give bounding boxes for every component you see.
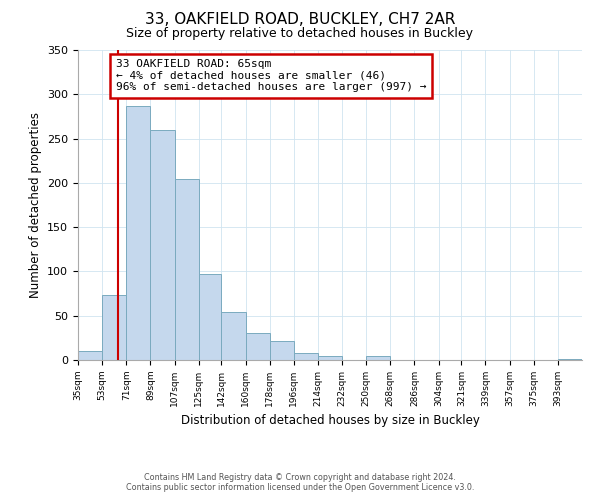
Bar: [558, 359, 582, 360]
X-axis label: Distribution of detached houses by size in Buckley: Distribution of detached houses by size …: [181, 414, 479, 428]
Bar: [78, 351, 102, 360]
Text: Contains HM Land Registry data © Crown copyright and database right 2024.
Contai: Contains HM Land Registry data © Crown c…: [126, 473, 474, 492]
Bar: [126, 106, 151, 360]
Bar: [269, 342, 294, 360]
Bar: [245, 332, 269, 360]
Bar: [221, 312, 245, 360]
Bar: [151, 130, 175, 360]
Bar: [318, 356, 342, 360]
Bar: [102, 296, 126, 360]
Text: 33, OAKFIELD ROAD, BUCKLEY, CH7 2AR: 33, OAKFIELD ROAD, BUCKLEY, CH7 2AR: [145, 12, 455, 28]
Bar: [199, 274, 221, 360]
Text: 33 OAKFIELD ROAD: 65sqm
← 4% of detached houses are smaller (46)
96% of semi-det: 33 OAKFIELD ROAD: 65sqm ← 4% of detached…: [116, 60, 426, 92]
Bar: [175, 180, 199, 360]
Bar: [366, 356, 391, 360]
Text: Size of property relative to detached houses in Buckley: Size of property relative to detached ho…: [127, 28, 473, 40]
Y-axis label: Number of detached properties: Number of detached properties: [29, 112, 41, 298]
Bar: [294, 353, 318, 360]
